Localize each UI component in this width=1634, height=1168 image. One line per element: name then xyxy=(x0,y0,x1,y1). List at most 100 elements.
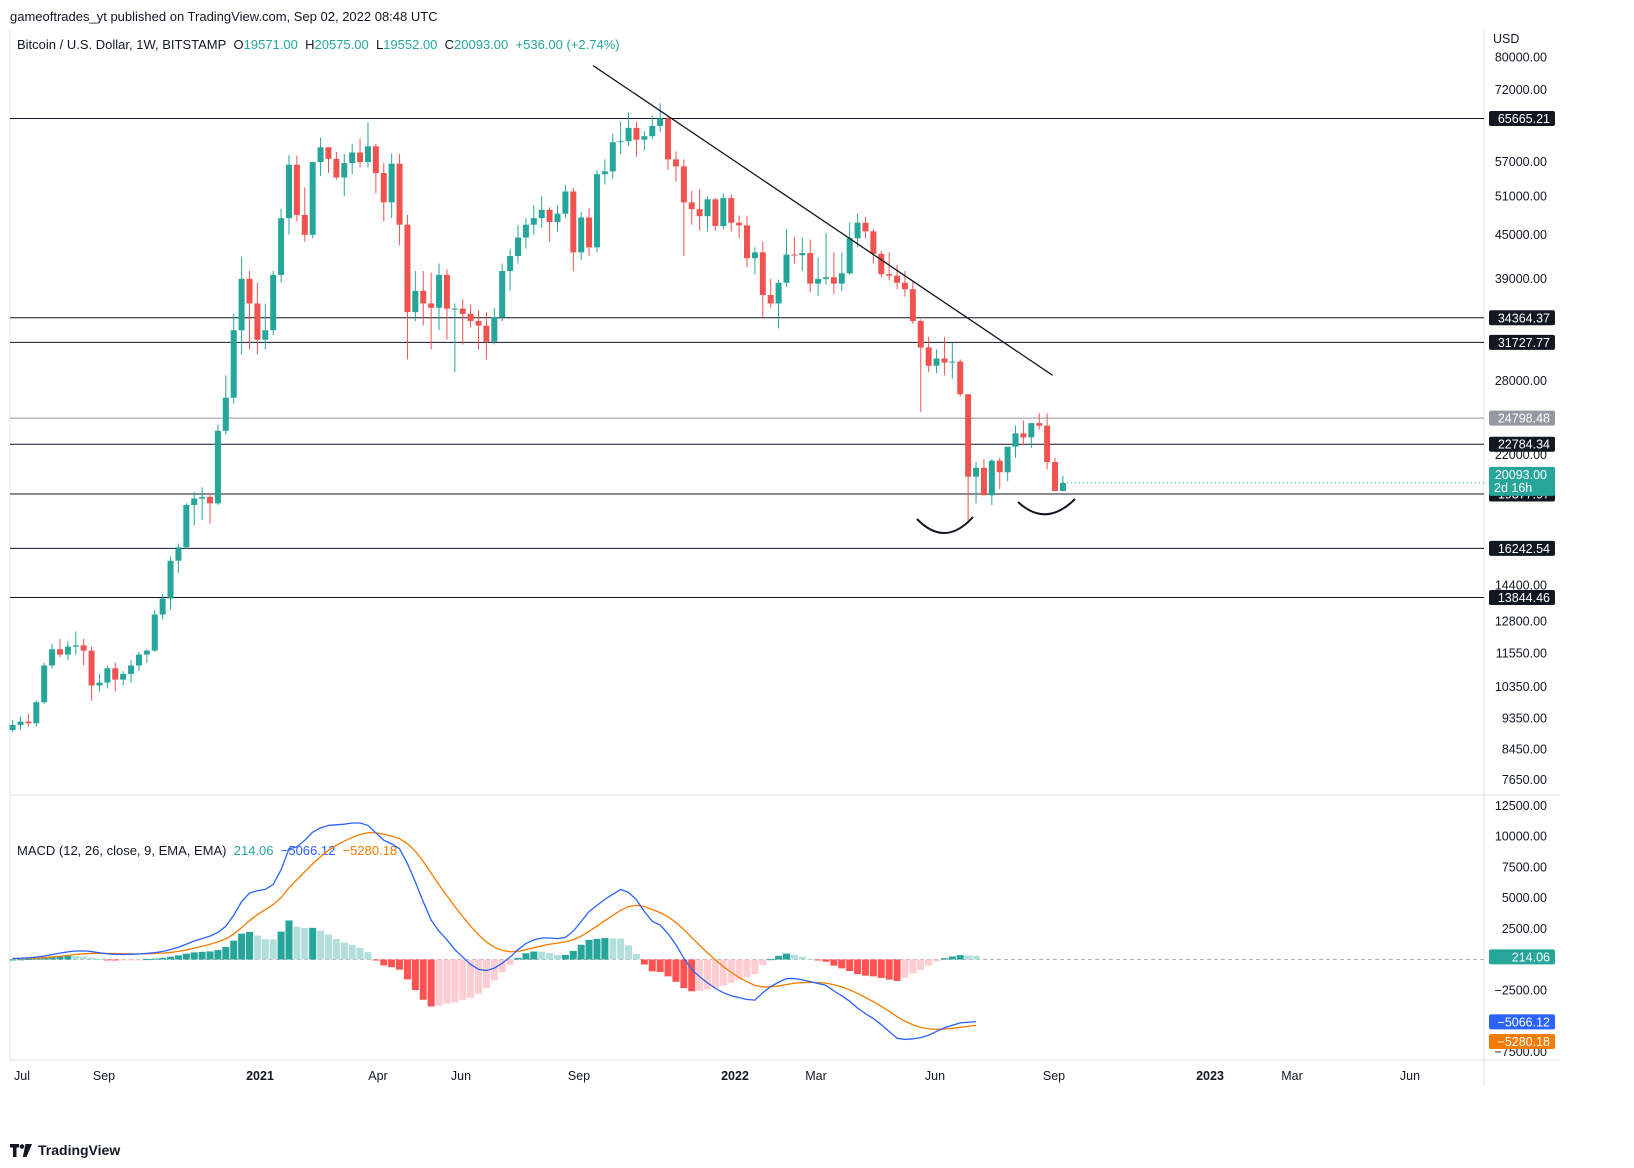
level-price-label-bg xyxy=(1489,111,1555,126)
high-value: 20575.00 xyxy=(314,37,369,52)
last-price-label-bg xyxy=(1489,466,1555,496)
tradingview-logo-icon xyxy=(10,1143,32,1157)
macd-histogram-bar xyxy=(356,947,364,960)
candle-body xyxy=(183,504,190,548)
candle-body xyxy=(767,295,774,304)
open-value: 19571.00 xyxy=(243,37,298,52)
level-price-label-bg xyxy=(1489,590,1555,605)
candle-body xyxy=(1036,423,1043,426)
candle-body xyxy=(917,321,924,348)
candle-body xyxy=(64,646,71,655)
candle-body xyxy=(88,650,95,686)
candle-body xyxy=(815,278,822,284)
macd-histogram-bar xyxy=(696,959,704,991)
macd-histogram-bar xyxy=(506,959,514,965)
candle-body xyxy=(167,560,174,599)
macd-histogram-bar xyxy=(396,959,404,970)
macd-histogram-bar xyxy=(735,959,743,980)
macd-axis-tick-label: 12500.00 xyxy=(1495,799,1547,813)
candle-body xyxy=(428,303,435,308)
candle-body xyxy=(593,174,600,248)
macd-signal-value: −5280.18 xyxy=(342,843,398,858)
chart-frame xyxy=(9,30,1560,1085)
macd-histogram-bar xyxy=(972,955,980,960)
macd-histogram-bar xyxy=(135,959,143,961)
candle-body xyxy=(783,254,790,283)
price-axis-tick-label: 7650.00 xyxy=(1502,773,1547,787)
macd-histogram-bar xyxy=(672,959,680,982)
candle-body xyxy=(633,127,640,140)
candle-body xyxy=(712,199,719,227)
macd-hist-current-label-bg xyxy=(1489,949,1555,965)
candle-body xyxy=(570,191,577,253)
macd-histogram-bar xyxy=(727,959,735,983)
macd-histogram-bar xyxy=(640,959,648,965)
macd-histogram-bar xyxy=(514,957,522,960)
macd-histogram-bar xyxy=(909,959,917,974)
level-price-label-bg xyxy=(1489,310,1555,326)
macd-histogram-bar xyxy=(388,959,396,968)
price-legend: Bitcoin / U.S. Dollar, 1W, BITSTAMP O195… xyxy=(17,37,620,52)
candle-body xyxy=(349,152,356,164)
candle-body xyxy=(199,496,206,499)
time-axis-tick-label: Sep xyxy=(568,1069,590,1083)
macd-histogram-bar xyxy=(569,950,577,960)
price-axis-tick-label: 51000.00 xyxy=(1495,189,1547,203)
time-axis-tick-label: Sep xyxy=(93,1069,115,1083)
price-axis: USD 80000.00 72000.00 57000.00 51000.00 45000… xyxy=(1493,32,1547,1059)
macd-pane xyxy=(9,822,1484,1041)
macd-histogram-bar xyxy=(198,951,206,960)
level-price-label-bg xyxy=(1489,410,1555,426)
macd-histogram-bar xyxy=(593,938,601,960)
candle-body xyxy=(143,650,150,655)
time-axis-tick-label: Mar xyxy=(1281,1069,1303,1083)
candle-body xyxy=(554,213,561,223)
macd-histogram-bar xyxy=(830,959,838,966)
candle-body xyxy=(278,218,285,275)
macd-histogram-bar xyxy=(24,958,32,960)
macd-histogram-bar xyxy=(688,959,696,992)
macd-histogram-bar xyxy=(340,942,348,960)
close-label: C xyxy=(444,37,455,52)
candle-body xyxy=(341,163,348,178)
candle-body xyxy=(586,217,593,248)
macd-histogram-bar xyxy=(530,951,538,960)
time-axis-tick-label: 2023 xyxy=(1196,1069,1224,1083)
candle-body xyxy=(17,721,24,725)
macd-histogram-bar xyxy=(617,938,625,960)
candle-body xyxy=(909,289,916,322)
macd-histogram-bar xyxy=(182,953,190,960)
macd-histogram-bar xyxy=(277,931,285,960)
macd-histogram-bar xyxy=(230,940,238,960)
candle-body xyxy=(159,598,166,615)
candle-body xyxy=(72,645,79,647)
candle-body xyxy=(1012,433,1019,447)
macd-histogram-bar xyxy=(411,959,419,991)
trendline xyxy=(592,64,1053,376)
macd-histogram-bar xyxy=(403,959,411,980)
macd-histogram-bar xyxy=(664,959,672,977)
macd-histogram-bar xyxy=(783,953,791,960)
candle-body xyxy=(980,467,987,496)
price-axis-tick-label: 8450.00 xyxy=(1502,742,1547,756)
high-label: H xyxy=(305,37,315,52)
candle-body xyxy=(175,547,182,561)
candlestick-series xyxy=(9,103,1066,732)
macd-histogram-bar xyxy=(711,959,719,988)
macd-histogram-bar xyxy=(814,959,822,961)
low-label: L xyxy=(375,37,384,52)
macd-histogram-bar xyxy=(790,954,798,960)
candle-body xyxy=(515,237,522,257)
time-axis-tick-label: 2021 xyxy=(246,1069,274,1083)
candle-body xyxy=(538,209,545,219)
candle-body xyxy=(309,162,316,235)
macd-histogram-bar xyxy=(467,959,475,998)
macd-histogram-bar xyxy=(332,939,340,960)
candle-body xyxy=(901,282,908,290)
candle-body xyxy=(530,218,537,225)
macd-histogram-bar xyxy=(775,955,783,960)
candle-body xyxy=(33,702,40,724)
candle-body xyxy=(112,668,119,680)
candle-body xyxy=(443,274,450,309)
